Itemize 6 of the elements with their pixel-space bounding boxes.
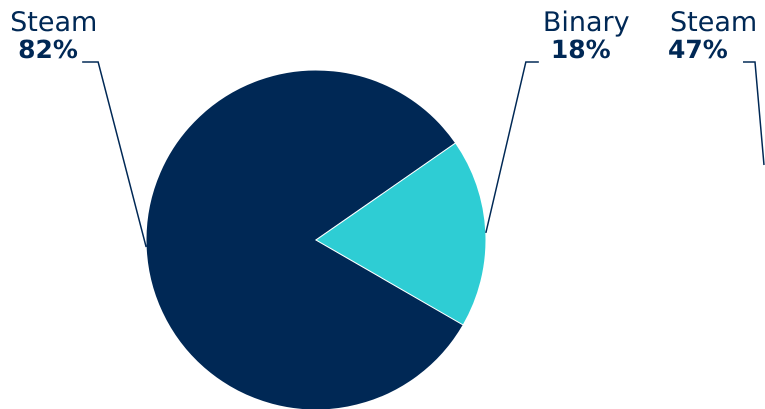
data-label: 18% [550,35,611,64]
text: 47% [668,35,728,64]
slice-label: Steam [10,7,98,38]
data-label: 82% [18,35,78,64]
text: Steam [670,7,758,38]
slice-label: Binary [542,7,630,38]
